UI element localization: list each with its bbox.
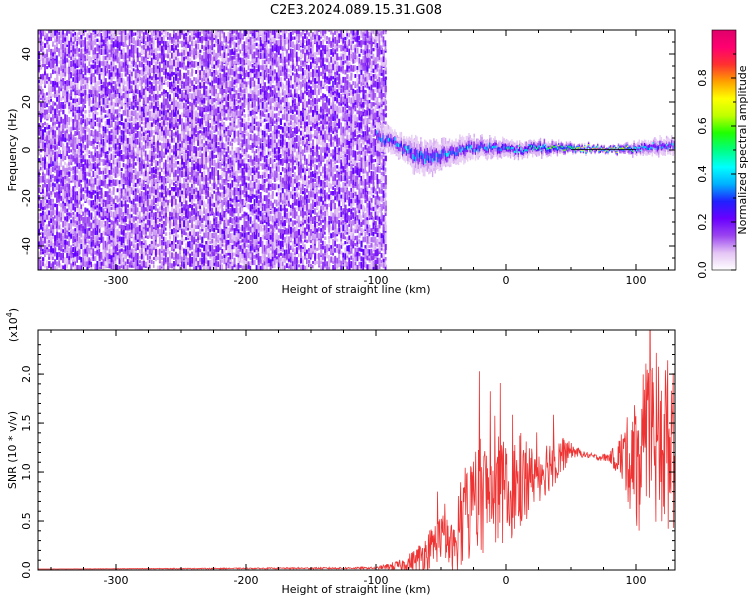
snr-panel: -300 -200 -100 0 100 0.0 0.5 1.0 1.5 2.0 Height o… [5,308,676,596]
spectrogram-x-label: Height of straight line (km) [281,283,430,296]
y-tick-label: -20 [20,189,33,207]
snr-series-line [38,330,675,570]
snr-y-label: SNR (10 * v/v) [6,411,19,489]
x-tick-label: -200 [234,574,259,587]
colorbar-tick-label: 0.2 [696,213,709,231]
colorbar-label: Normalized spectral amplitude [736,65,749,234]
colorbar-tick-label: 0.0 [696,261,709,279]
x-tick-label: -100 [364,574,389,587]
colorbar-tick-label: 0.4 [696,165,709,183]
y-tick-label: 0 [20,147,33,154]
y-tick-label: 1.0 [20,463,33,481]
y-tick-label: 1.5 [20,414,33,432]
snr-frame [37,329,676,571]
chart-title: C2E3.2024.089.15.31.G08 [270,3,442,18]
x-tick-label: -300 [104,574,129,587]
snr-scale-prefix: (x10 [7,317,20,342]
colorbar-tick-label: 0.8 [696,69,709,87]
spectrogram-y-label: Frequency (Hz) [6,109,19,192]
signal-track [376,122,675,178]
x-tick-label: 0 [503,574,510,587]
x-tick-label: -300 [104,274,129,287]
snr-axes: -300 -200 -100 0 100 0.0 0.5 1.0 1.5 2.0 [20,330,675,587]
y-tick-label: -40 [20,237,33,255]
x-tick-label: 100 [626,574,647,587]
colorbar-tick-label: 0.6 [696,117,709,135]
x-tick-label: -200 [234,274,259,287]
y-tick-label: 40 [20,47,33,61]
x-tick-label: 0 [503,274,510,287]
snr-scale-exponent: 4 [5,312,14,317]
snr-x-label: Height of straight line (km) [281,583,430,596]
y-tick-label: 2.0 [20,365,33,383]
snr-scale-suffix: ) [7,308,20,312]
y-tick-label: 0.5 [20,512,33,530]
x-tick-label: 100 [626,274,647,287]
x-tick-label: -100 [364,274,389,287]
colorbar: 0.0 0.2 0.4 0.6 0.8 Normalized spectral ampl… [696,29,749,279]
y-tick-label: 0.0 [20,561,33,579]
noise-region [38,30,387,270]
colorbar-ticks: 0.0 0.2 0.4 0.6 0.8 [696,53,736,279]
snr-scale-label: (x104) [5,308,20,342]
snr-marks [38,330,675,570]
spectrogram-marks [38,30,675,270]
y-tick-label: 20 [20,95,33,109]
colorbar-gradient [711,29,737,271]
